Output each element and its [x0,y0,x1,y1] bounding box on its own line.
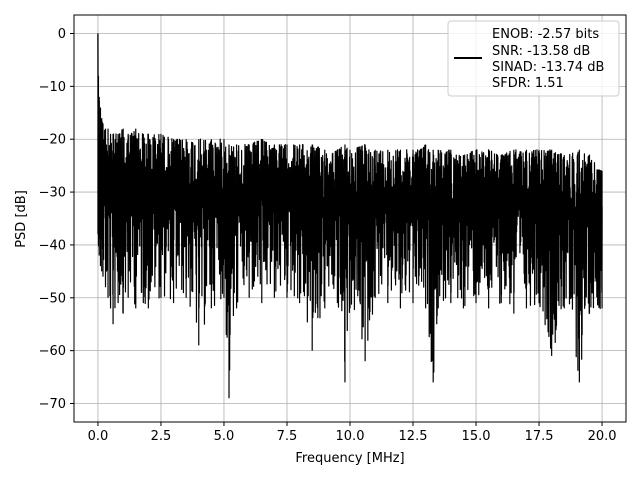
legend-line-enob: ENOB: -2.57 bits [492,27,599,42]
psd-series [97,33,603,399]
y-tick-label: 0 [58,27,66,42]
y-tick-label: −70 [39,397,66,412]
y-tick-label: −10 [39,80,66,95]
x-axis-label: Frequency [MHz] [295,451,404,466]
y-tick-label: −50 [39,291,66,306]
legend: ENOB: -2.57 bits SNR: -13.58 dB SINAD: -… [447,20,620,97]
y-axis-label: PSD [dB] [14,190,29,248]
x-tick-label: 20.0 [588,429,617,444]
y-tick-label: −20 [39,133,66,148]
x-tick-label: 7.5 [277,429,298,444]
x-tick-label: 12.5 [399,429,428,444]
legend-line-sinad: SINAD: -13.74 dB [492,60,604,75]
y-tick-label: −40 [39,238,66,253]
axis-ticks: 0.0 2.5 5.0 7.5 10.0 12.5 15.0 17.5 20.0 0 −10 −20 −… [39,27,617,444]
legend-line-sfdr: SFDR: 1.51 [492,76,564,91]
x-tick-label: 5.0 [214,429,235,444]
legend-box [447,20,620,97]
x-tick-label: 2.5 [151,429,172,444]
y-tick-label: −30 [39,186,66,201]
x-tick-label: 0.0 [88,429,109,444]
x-tick-label: 17.5 [525,429,554,444]
x-tick-label: 10.0 [336,429,365,444]
legend-line-snr: SNR: -13.58 dB [492,44,590,59]
y-tick-label: −60 [39,344,66,359]
x-tick-label: 15.0 [462,429,491,444]
